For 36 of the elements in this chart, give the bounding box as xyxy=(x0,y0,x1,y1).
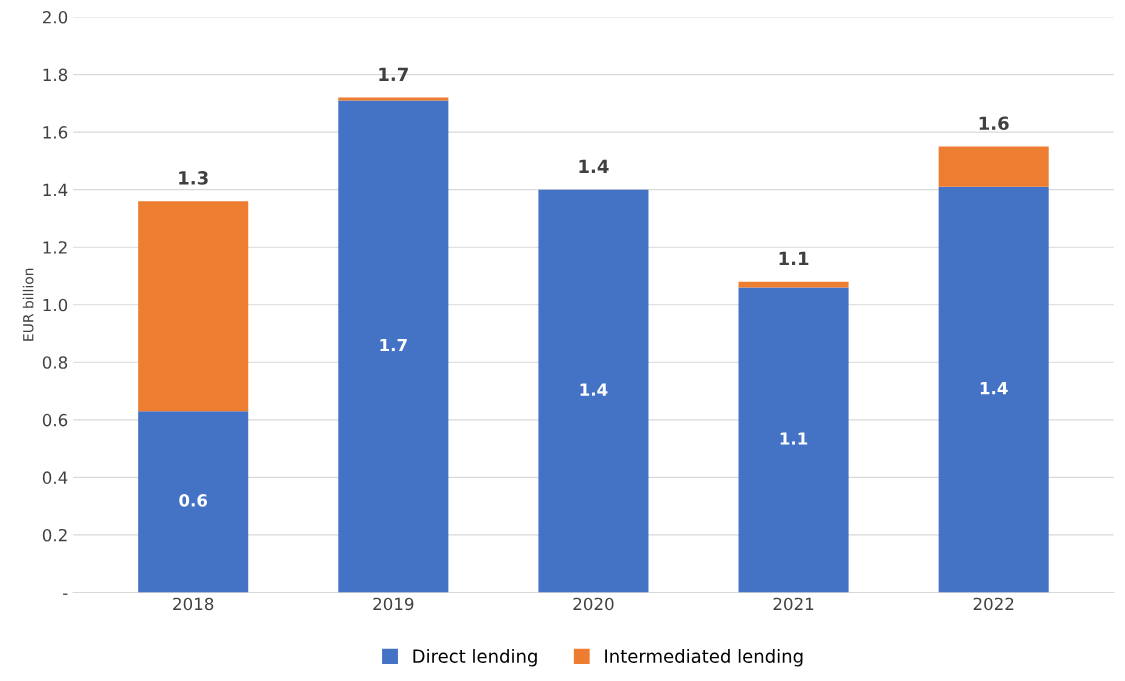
y-tick-label: 1.2 xyxy=(43,241,67,254)
data-label: 1.7 xyxy=(380,338,407,352)
total-label: 1.3 xyxy=(179,171,208,185)
bar xyxy=(338,100,449,593)
x-tick-label: 2018 xyxy=(173,597,214,611)
data-label: 1.1 xyxy=(780,432,808,445)
data-label: 0.6 xyxy=(179,494,208,507)
x-tick-label: 2019 xyxy=(373,597,414,611)
bar xyxy=(538,189,649,593)
y-tick-label: 1.8 xyxy=(43,68,68,82)
bar xyxy=(138,411,249,593)
data-label: 1.4 xyxy=(580,383,608,396)
total-label: 1.6 xyxy=(979,116,1009,131)
bar xyxy=(938,146,1049,187)
y-tick-label: 0.8 xyxy=(42,356,68,369)
total-label: 1.1 xyxy=(779,251,809,266)
y-tick-label: 0.6 xyxy=(42,413,68,427)
legend-label: Direct lending xyxy=(413,649,537,667)
y-tick-label: 1.6 xyxy=(43,126,68,139)
x-tick-label: 2021 xyxy=(773,597,814,611)
legend-label: Intermediated lending xyxy=(605,649,803,667)
y-tick-label: 1.0 xyxy=(43,298,68,312)
total-label: 1.4 xyxy=(579,159,609,173)
data-label: 1.4 xyxy=(980,382,1008,395)
y-tick-label: 2.0 xyxy=(42,10,68,24)
y-tick-label: 1.4 xyxy=(43,183,68,196)
y-tick-label: - xyxy=(63,593,68,595)
y-tick-label: 0.2 xyxy=(42,528,67,542)
bar xyxy=(738,287,849,593)
x-tick-label: 2022 xyxy=(973,597,1014,611)
total-label: 1.7 xyxy=(379,67,408,81)
bar xyxy=(938,186,1049,593)
y-axis-title: EUR billion xyxy=(22,268,34,341)
bar xyxy=(138,201,249,412)
y-tick-label: 0.4 xyxy=(42,471,68,484)
x-tick-label: 2020 xyxy=(573,597,614,611)
